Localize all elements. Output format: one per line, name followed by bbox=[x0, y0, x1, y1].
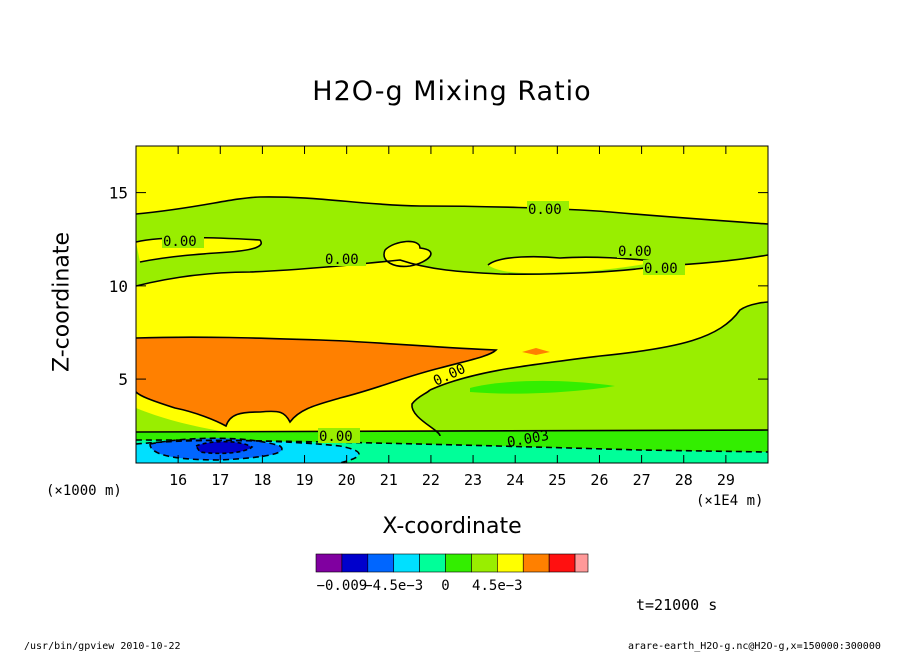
x-tick-label: 22 bbox=[422, 471, 440, 489]
y-axis-label: Z-coordinate bbox=[49, 232, 75, 372]
contour-line-12 bbox=[149, 437, 283, 461]
chart-title: H2O-g Mixing Ratio bbox=[312, 76, 592, 107]
y-axis: 5 10 15 bbox=[109, 184, 768, 389]
colorbar-label: 4.5e−3 bbox=[472, 578, 523, 594]
x-tick-label: 20 bbox=[338, 471, 356, 489]
x-tick-label: 23 bbox=[464, 471, 482, 489]
contour-label: 0.00 bbox=[325, 252, 359, 268]
contour-label: 0.00 bbox=[163, 234, 197, 250]
x-unit-right: (×1E4 m) bbox=[696, 493, 764, 509]
x-unit-left: (×1000 m) bbox=[46, 483, 122, 499]
contour-label: 0.003 bbox=[506, 428, 550, 451]
y-tick-label: 10 bbox=[109, 277, 128, 296]
contour-line-4 bbox=[383, 240, 432, 268]
x-tick-label: 21 bbox=[380, 471, 398, 489]
fill-dark-blue-core bbox=[196, 441, 252, 454]
plot-frame bbox=[135, 145, 769, 464]
colorbar-swatch bbox=[497, 553, 524, 573]
x-tick-label: 17 bbox=[211, 471, 229, 489]
x-tick-label: 16 bbox=[169, 471, 187, 489]
fill-yellow-island-3 bbox=[488, 256, 660, 274]
colorbar-swatch bbox=[548, 553, 576, 573]
colorbar bbox=[315, 553, 589, 573]
contour-label: 0.00 bbox=[618, 244, 652, 260]
y-tick-label: 5 bbox=[118, 370, 128, 389]
x-axis: 16 17 18 19 20 21 22 23 24 25 26 27 28 29 bbox=[169, 146, 735, 489]
footer-right: arare-earth_H2O-g.nc@H2O-g,x=150000:3000… bbox=[628, 641, 881, 652]
colorbar-swatch bbox=[367, 553, 395, 573]
contour-line-1 bbox=[135, 196, 769, 225]
x-tick-label: 25 bbox=[548, 471, 566, 489]
contour-label: 0.00 bbox=[528, 202, 562, 218]
footer-left: /usr/bin/gpview 2010-10-22 bbox=[24, 641, 181, 652]
x-tick-label: 27 bbox=[633, 471, 651, 489]
fill-orange-region bbox=[136, 337, 496, 426]
contour-line-11 bbox=[135, 439, 360, 464]
x-tick-label: 24 bbox=[506, 471, 524, 489]
colorbar-swatch bbox=[341, 553, 369, 573]
colorbar-swatch bbox=[315, 553, 343, 573]
x-tick-label: 29 bbox=[717, 471, 735, 489]
colorbar-label: −4.5e−3 bbox=[364, 578, 424, 594]
contour-line-6 bbox=[135, 336, 498, 428]
contour-label: 0.00 bbox=[644, 261, 678, 277]
x-tick-label: 19 bbox=[296, 471, 314, 489]
contour-line-5 bbox=[487, 255, 661, 266]
contour-label: 0.00 bbox=[319, 429, 353, 445]
contour-lines bbox=[135, 196, 769, 464]
colorbar-swatch bbox=[471, 553, 498, 573]
x-axis-label: X-coordinate bbox=[382, 514, 522, 539]
contour-line-9 bbox=[135, 429, 769, 433]
x-tick-label: 28 bbox=[675, 471, 693, 489]
x-tick-label: 18 bbox=[253, 471, 271, 489]
contour-line-13 bbox=[194, 440, 254, 455]
colorbar-swatch bbox=[393, 553, 420, 573]
x-tick-label: 26 bbox=[590, 471, 608, 489]
y-tick-label: 15 bbox=[109, 184, 128, 203]
colorbar-swatch bbox=[445, 553, 472, 573]
contour-fills bbox=[136, 146, 768, 463]
time-label: t=21000 s bbox=[636, 596, 718, 614]
fill-green-dotted-row bbox=[470, 380, 615, 394]
colorbar-swatch bbox=[574, 553, 589, 573]
colorbar-label: 0 bbox=[441, 578, 450, 594]
contour-line-7 bbox=[429, 301, 769, 391]
colorbar-swatch bbox=[419, 553, 446, 573]
fill-green-lower-right bbox=[411, 302, 768, 436]
colorbar-label: −0.009 bbox=[316, 578, 368, 594]
contour-line-8 bbox=[411, 389, 441, 437]
colorbar-swatch bbox=[522, 553, 550, 573]
fill-orange-blob bbox=[522, 348, 550, 355]
